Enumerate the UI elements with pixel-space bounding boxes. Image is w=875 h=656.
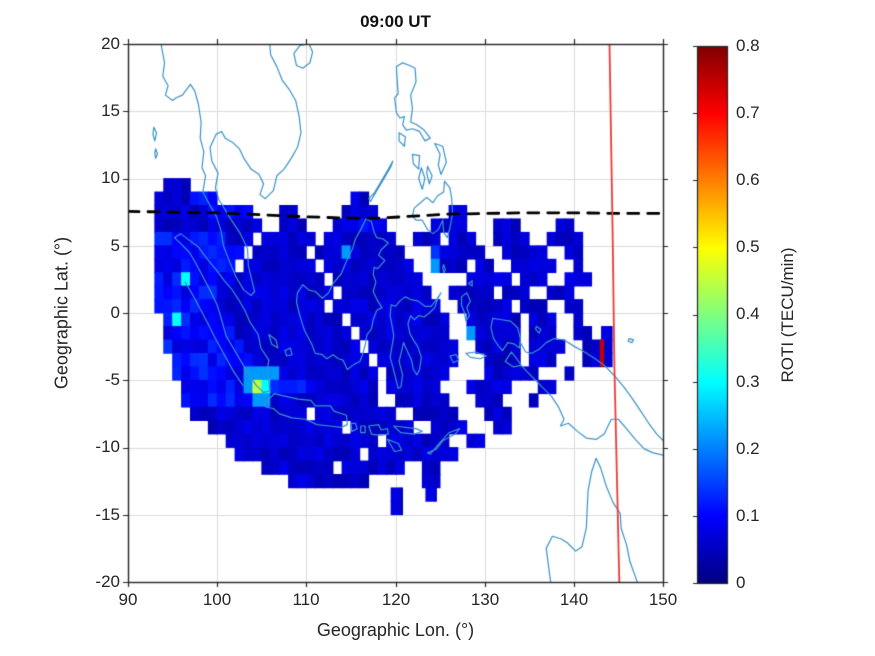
colorbar-tick-label: 0.3 — [736, 372, 760, 391]
x-tick-label: 130 — [470, 590, 500, 609]
colorbar-tick-label: 0.6 — [736, 170, 760, 189]
y-tick-label: -10 — [95, 437, 120, 456]
colorbar-tick-label: 0 — [736, 573, 746, 592]
x-tick-label: 90 — [118, 590, 138, 609]
y-tick-label: 0 — [110, 303, 120, 322]
y-axis-label: Geographic Lat. (°) — [51, 236, 72, 390]
y-tick-label: -15 — [95, 505, 120, 524]
y-tick-label: -20 — [95, 572, 120, 591]
y-tick-label: 10 — [101, 168, 120, 187]
colorbar-tick-label: 0.8 — [736, 36, 760, 55]
colorbar-tick-label: 0.7 — [736, 103, 760, 122]
x-tick-label: 120 — [381, 590, 411, 609]
y-tick-label: -5 — [104, 370, 120, 389]
x-tick-label: 140 — [559, 590, 589, 609]
y-tick-label: 20 — [101, 34, 120, 53]
x-axis-label: Geographic Lon. (°) — [316, 620, 475, 640]
colorbar-tick-label: 0.4 — [736, 304, 760, 323]
x-tick-label: 100 — [202, 590, 232, 609]
colorbar-tick-label: 0.1 — [736, 506, 760, 525]
colorbar-tick-label: 0.5 — [736, 237, 760, 256]
plot-title: 09:00 UT — [360, 12, 431, 31]
colorbar-tick-label: 0.2 — [736, 439, 760, 458]
y-tick-label: 5 — [110, 236, 120, 255]
colorbar-label: ROTI (TECU/min) — [778, 247, 797, 383]
x-tick-label: 150 — [648, 590, 678, 609]
x-tick-label: 110 — [292, 590, 320, 609]
y-tick-label: 15 — [101, 101, 120, 120]
